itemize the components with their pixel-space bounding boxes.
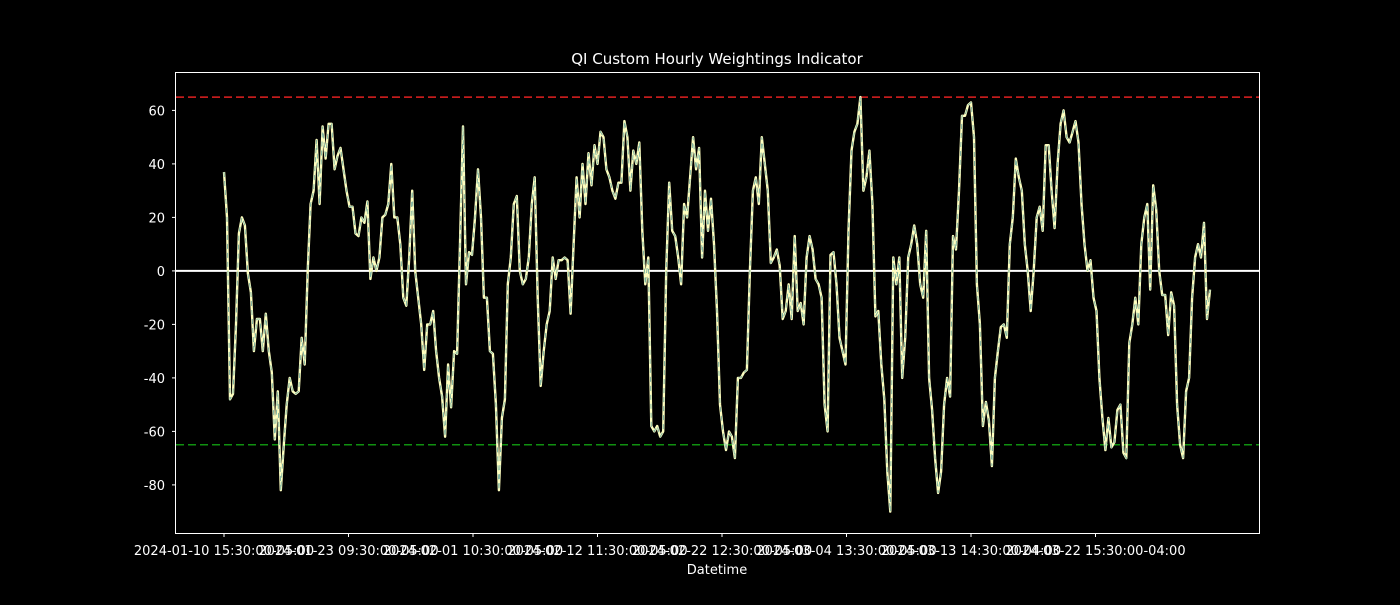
y-tick-label: 20 xyxy=(148,211,165,226)
x-tick-label: 2024-03-13 14:30:00-04:00 xyxy=(881,544,1061,559)
plot-area xyxy=(176,95,1259,513)
y-tick-label: -80 xyxy=(144,479,165,494)
x-tick-label: 2024-02-01 10:30:00-05:00 xyxy=(383,544,563,559)
x-tick-label: 2024-01-23 09:30:00-05:00 xyxy=(258,544,438,559)
x-tick-label: 2024-03-22 15:30:00-04:00 xyxy=(1005,544,1185,559)
y-axis: 60 40 20 0 -20 -40 -60 -80 xyxy=(144,104,176,494)
y-tick-label: -40 xyxy=(144,372,165,387)
x-tick-label: 2024-03-04 13:30:00-05:00 xyxy=(756,544,936,559)
x-tick-label: 2024-02-22 12:30:00-05:00 xyxy=(632,544,812,559)
y-tick-label: -20 xyxy=(144,318,165,333)
plot-frame xyxy=(175,72,1260,534)
y-tick-label: 40 xyxy=(148,158,165,173)
y-tick-label: 60 xyxy=(148,104,165,119)
chart-title: QI Custom Hourly Weightings Indicator xyxy=(571,50,863,68)
x-tick-label: 2024-02-12 11:30:00-05:00 xyxy=(507,544,687,559)
y-tick-label: -60 xyxy=(144,425,165,440)
y-tick-label: 0 xyxy=(157,265,165,280)
x-axis-label: Datetime xyxy=(687,563,747,578)
x-tick-label: 2024-01-10 15:30:00-05:00 xyxy=(134,544,314,559)
series-line-overlay xyxy=(223,97,1211,512)
series-line xyxy=(222,95,1212,513)
